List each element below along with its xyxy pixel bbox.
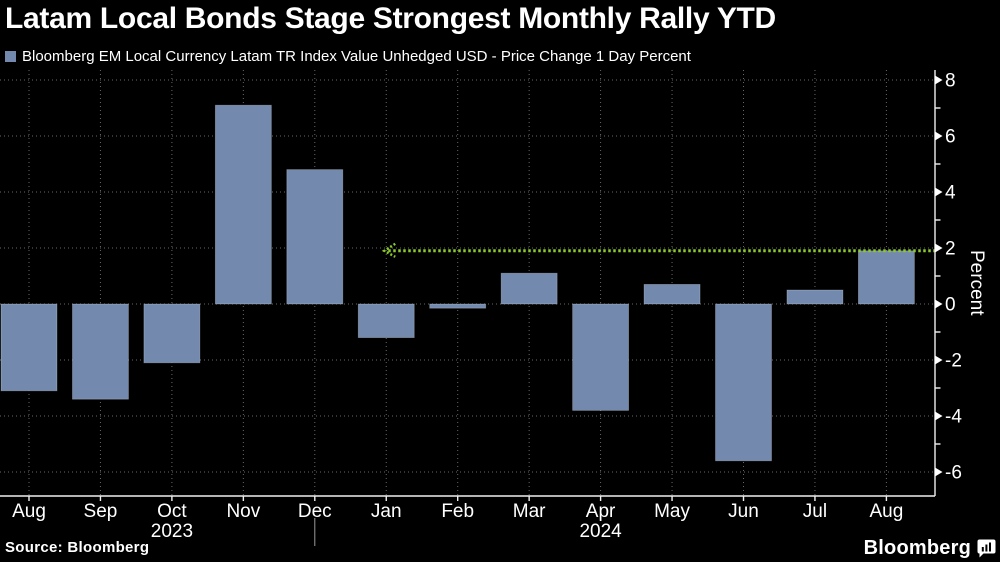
x-tick-label: Oct bbox=[157, 501, 187, 522]
year-label: 2023 bbox=[151, 521, 193, 542]
year-label: 2024 bbox=[579, 521, 622, 542]
bar-aug-12 bbox=[858, 250, 915, 305]
x-tick-label: Apr bbox=[586, 501, 616, 522]
y-major-tick-icon bbox=[935, 75, 943, 85]
bar-jun-10 bbox=[715, 303, 772, 462]
chart-title: Latam Local Bonds Stage Strongest Monthl… bbox=[5, 2, 776, 35]
y-major-tick-icon bbox=[935, 467, 943, 477]
bar-nov-3 bbox=[214, 104, 272, 305]
y-tick-label: -2 bbox=[945, 351, 962, 372]
x-tick-label: Sep bbox=[84, 501, 118, 522]
y-tick-label: -6 bbox=[945, 463, 962, 484]
legend: Bloomberg EM Local Currency Latam TR Ind… bbox=[5, 48, 691, 65]
x-tick-label: Feb bbox=[441, 501, 474, 522]
bar-mar-7 bbox=[500, 272, 558, 305]
bar-oct-2 bbox=[143, 303, 201, 364]
bloomberg-terminal-icon bbox=[977, 539, 996, 558]
bar-aug-0 bbox=[0, 303, 58, 392]
x-tick-label: Jan bbox=[371, 501, 402, 522]
bar-feb-6 bbox=[429, 303, 487, 309]
y-major-tick-icon bbox=[935, 243, 943, 253]
bloomberg-logo: Bloomberg bbox=[864, 537, 996, 560]
x-tick-label: Nov bbox=[226, 501, 260, 522]
x-tick-label: Aug bbox=[12, 501, 46, 522]
x-tick-label: Mar bbox=[513, 501, 546, 522]
x-tick-label: Aug bbox=[869, 501, 903, 522]
y-tick-label: 8 bbox=[945, 71, 956, 92]
x-tick-label: Jul bbox=[803, 501, 827, 522]
legend-swatch-icon bbox=[5, 51, 16, 62]
reference-line-arrow-icon bbox=[381, 242, 396, 258]
x-tick-label: Jun bbox=[728, 501, 759, 522]
y-tick-label: 4 bbox=[945, 183, 956, 204]
y-major-tick-icon bbox=[935, 187, 943, 197]
y-tick-label: 6 bbox=[945, 127, 956, 148]
bar-jul-11 bbox=[786, 289, 844, 305]
y-tick-label: 2 bbox=[945, 239, 956, 260]
y-major-tick-icon bbox=[935, 299, 943, 309]
y-major-tick-icon bbox=[935, 355, 943, 365]
bar-sep-1 bbox=[72, 303, 129, 400]
legend-label: Bloomberg EM Local Currency Latam TR Ind… bbox=[22, 48, 691, 65]
bloomberg-logotype: Bloomberg bbox=[863, 537, 971, 559]
bar-dec-4 bbox=[286, 169, 344, 305]
x-tick-label: May bbox=[654, 501, 690, 522]
bar-apr-8 bbox=[572, 303, 629, 411]
source-note: Source: Bloomberg bbox=[5, 539, 150, 556]
y-major-tick-icon bbox=[935, 411, 943, 421]
x-tick-label: Dec bbox=[298, 501, 332, 522]
y-axis-title: Percent bbox=[966, 250, 987, 316]
y-major-tick-icon bbox=[935, 131, 943, 141]
bar-jan-5 bbox=[357, 303, 415, 338]
bar-may-9 bbox=[643, 283, 701, 305]
y-tick-label: 0 bbox=[945, 295, 956, 316]
y-tick-label: -4 bbox=[945, 407, 962, 428]
